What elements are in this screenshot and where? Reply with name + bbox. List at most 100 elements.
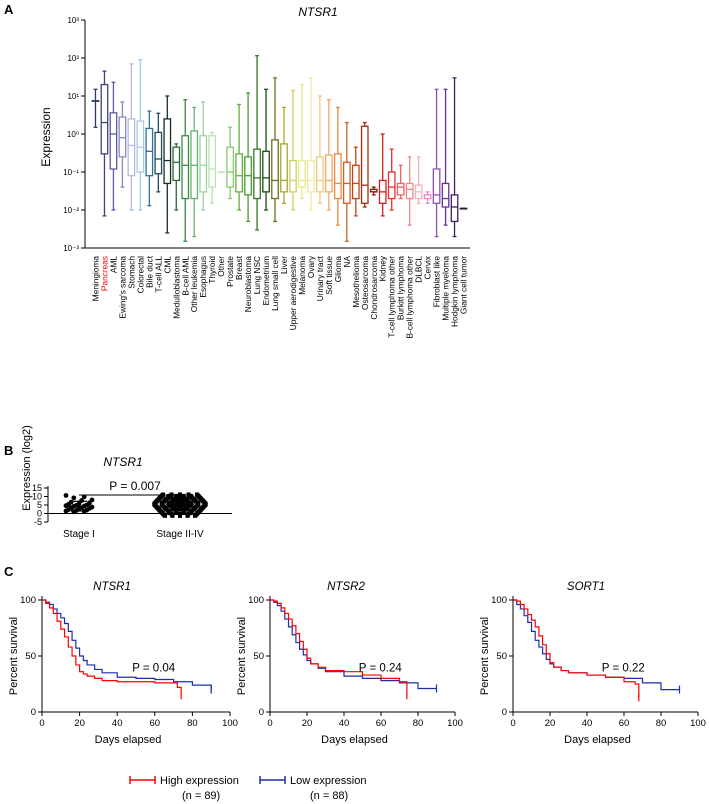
panel-a-ylabel: Expression <box>39 107 53 166</box>
x-label-b-cell-aml: B-cell AML <box>180 256 190 296</box>
x-label-hodgkin-lymphoma: Hodgkin lymphoma <box>450 256 460 327</box>
x-label-soft-tissue: Soft tissue <box>324 256 334 295</box>
survival-xtick-label: 0 <box>39 718 44 729</box>
survival-pvalue: P = 0.22 <box>602 663 645 675</box>
x-label-esophagus: Esophagus <box>198 256 208 298</box>
survival-ytick-label: 100 <box>491 595 507 606</box>
x-label-thyroid: Thyroid <box>207 256 217 284</box>
x-label-bile-duct: Bile duct <box>144 255 154 288</box>
panel-label-a: A <box>4 2 14 17</box>
box-breast <box>235 103 243 211</box>
box-iqr <box>253 148 261 200</box>
box-t-cell-all <box>154 112 163 193</box>
box-iqr <box>432 168 441 204</box>
x-label-multiple-myeloma: Multiple myeloma <box>441 256 451 321</box>
x-label-fibroblast-like: Fibroblast like <box>432 256 442 308</box>
x-label-t-cell-lymphoma-other: T-cell lymphoma other <box>387 256 397 338</box>
panel-a-ytick-label: 10⁻¹ <box>63 168 79 177</box>
stage2-point <box>188 503 193 508</box>
x-label-ovary: Ovary <box>306 255 316 278</box>
x-label-na: NA <box>342 256 352 268</box>
box-osteosarcoma <box>360 121 369 208</box>
x-label-medulloblastoma: Medulloblastoma <box>171 256 181 319</box>
box-na <box>342 121 351 242</box>
survival-xtick-label: 60 <box>619 718 630 729</box>
survival-xtick-label: 80 <box>187 718 198 729</box>
box-iqr <box>387 171 396 200</box>
survival-xlabel: Days elapsed <box>95 734 162 746</box>
panel-b-title: NTSR1 <box>103 455 142 469</box>
stage2-point <box>170 499 175 504</box>
box-iqr <box>360 125 369 204</box>
x-label-colorectal: Colorectal <box>135 256 145 294</box>
box-b-cell-lymphoma-other <box>405 156 414 226</box>
x-label-dlbcl: DLBCL <box>414 256 424 283</box>
box-iqr <box>226 146 235 188</box>
box-iqr <box>450 194 459 223</box>
x-label-b-cell-lymphoma-other: B-cell lymphoma other <box>405 256 415 339</box>
stage1-point <box>71 509 77 515</box>
box-ewing-s-sarcoma <box>118 101 127 188</box>
panel-a-ytick-label: 10⁰ <box>67 130 79 139</box>
x-label-endometrium: Endometrium <box>261 256 271 305</box>
x-label-upper-aerodigestive: Upper aerodigestive <box>288 256 298 331</box>
stage2-point <box>169 493 174 498</box>
x-label-cml: CML <box>162 256 172 274</box>
stage1-point <box>63 508 69 514</box>
stage2-point <box>185 507 190 512</box>
box-kidney <box>378 133 387 217</box>
box-chondrosarcoma <box>369 186 378 196</box>
stage1-point <box>63 493 69 498</box>
box-other-leukemia <box>190 106 199 238</box>
legend-high-n: (n = 89) <box>182 790 220 802</box>
stage2-point <box>173 496 178 501</box>
survival-xtick-label: 100 <box>690 718 706 729</box>
survival-xtick-label: 0 <box>267 718 272 729</box>
box-colorectal <box>136 59 145 211</box>
panel-a-ytick-label: 10⁻³ <box>63 244 79 253</box>
panel-b-ytick-label: 15 <box>32 483 42 493</box>
box-ovary <box>307 77 315 211</box>
box-iqr <box>298 159 306 188</box>
box-iqr <box>199 135 208 193</box>
panel-b-ytick-label: 5 <box>37 500 42 510</box>
survival-xtick-label: 40 <box>582 718 593 729</box>
box-iqr <box>396 182 405 196</box>
survival-xtick-label: 80 <box>413 718 424 729</box>
box-upper-aerodigestive <box>289 89 297 211</box>
box-iqr <box>316 156 324 193</box>
stage2-point <box>185 499 190 504</box>
box-cervix <box>423 191 432 204</box>
stage2-point <box>185 513 190 518</box>
box-prostate <box>226 126 235 200</box>
box-hodgkin-lymphoma <box>450 77 459 238</box>
box-esophagus <box>199 101 208 211</box>
legend-low-n: (n = 88) <box>310 790 348 802</box>
survival-xtick-label: 40 <box>339 718 350 729</box>
panel-a-title: NTSR1 <box>298 5 337 19</box>
box-iqr <box>441 182 450 208</box>
survival-curve-high <box>513 599 640 698</box>
survival-xtick-label: 80 <box>656 718 667 729</box>
x-label-other-leukemia: Other leukemia <box>189 256 199 313</box>
box-iqr <box>100 83 109 155</box>
box-burkitt-lymphoma <box>396 164 405 200</box>
box-stomach <box>127 63 136 211</box>
survival-ylabel: Percent survival <box>236 617 248 695</box>
survival-xlabel: Days elapsed <box>321 734 388 746</box>
panel-a-ytick-label: 10⁻² <box>63 206 79 215</box>
survival-title: NTSR2 <box>327 581 365 593</box>
x-label-breast: Breast <box>234 255 244 280</box>
panel-b-scatter: NTSR1 Expression (log2) P = 0.007 151050… <box>21 425 232 540</box>
x-label-giant-cell-tumor: Giant cell tumor <box>459 256 469 314</box>
box-thyroid <box>208 131 217 204</box>
stage2-point <box>170 507 175 512</box>
x-label-t-cell-all: T-cell ALL <box>153 256 163 293</box>
box-pancreas <box>100 70 109 217</box>
legend: High expression (n = 89) Low expression … <box>129 775 366 802</box>
survival-xtick-label: 20 <box>74 718 85 729</box>
x-label-stomach: Stomach <box>126 256 136 289</box>
